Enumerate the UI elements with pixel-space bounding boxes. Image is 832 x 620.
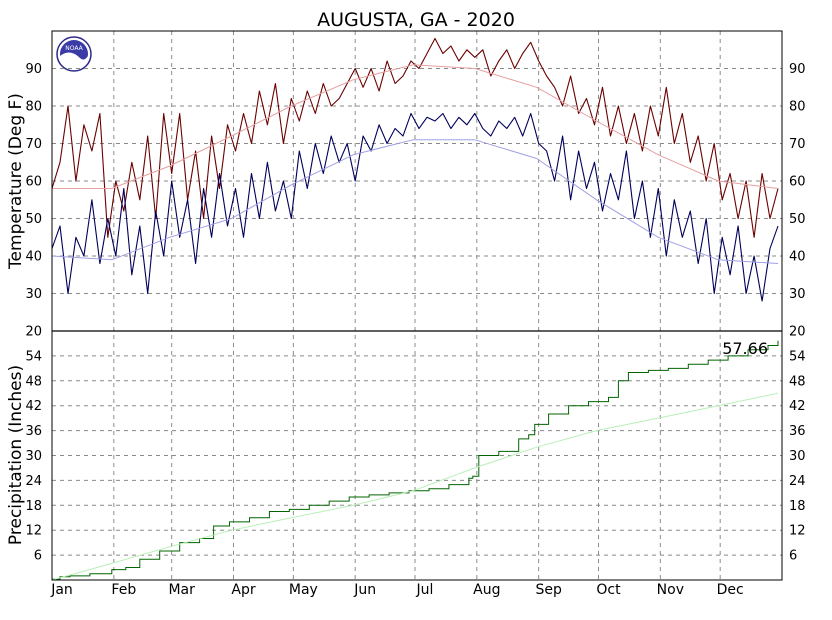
temperature-axis-title: Temperature (Deg F)	[6, 93, 26, 270]
month-label: Sep	[535, 582, 562, 598]
precipitation-tick-right: 30	[789, 449, 806, 464]
temperature-tick-right: 50	[789, 212, 806, 227]
month-label: Jul	[416, 582, 434, 598]
temperature-tick-right: 30	[789, 287, 806, 302]
temperature-tick-right: 70	[789, 137, 806, 152]
month-label: Aug	[473, 582, 500, 598]
series-normal-min	[51, 139, 779, 264]
precipitation-tick-left: 42	[25, 399, 42, 414]
month-label: Dec	[717, 582, 744, 598]
precipitation-tick-right: 24	[789, 474, 806, 489]
temperature-tick-left: 20	[25, 325, 42, 340]
precipitation-tick-left: 36	[25, 424, 42, 439]
precipitation-tick-left: 18	[25, 499, 42, 514]
series-daily-min	[51, 112, 779, 302]
frame-layer	[51, 30, 783, 581]
temperature-tick-left: 40	[25, 250, 42, 265]
precipitation-tick-left: 48	[25, 374, 42, 389]
chart-title: AUGUSTA, GA - 2020	[317, 9, 515, 31]
precipitation-tick-left: 30	[25, 449, 42, 464]
month-label: Nov	[657, 582, 684, 598]
grid-layer	[52, 31, 782, 580]
series-normal-max	[52, 64, 779, 189]
month-label: Jan	[50, 582, 73, 598]
month-label: Mar	[168, 582, 195, 598]
precipitation-total-label: 57.66	[722, 339, 768, 358]
temperature-tick-left: 30	[25, 287, 42, 302]
temperature-tick-right: 90	[789, 62, 806, 77]
precipitation-tick-left: 54	[25, 349, 42, 364]
precipitation-tick-left: 24	[25, 474, 42, 489]
temperature-tick-left: 80	[25, 100, 42, 115]
precipitation-tick-right: 12	[789, 524, 806, 539]
temperature-tick-left: 50	[25, 212, 42, 227]
precipitation-tick-right: 18	[789, 499, 806, 514]
precipitation-tick-right: 54	[789, 349, 806, 364]
precipitation-tick-left: 6	[34, 549, 42, 564]
precipitation-tick-left: 12	[25, 524, 42, 539]
series-layer	[51, 37, 779, 581]
logo-wave	[60, 52, 88, 70]
month-label: Apr	[231, 582, 255, 598]
precipitation-tick-right: 42	[789, 399, 806, 414]
series-observed-cumulative	[52, 340, 779, 580]
temperature-tick-right: 80	[789, 100, 806, 115]
series-normal-cumulative	[51, 392, 779, 581]
tick-labels: 30 30 40 40 50 50 60 60 70 70 80 80 90 90 20 20 6 6 12 12 18…	[25, 62, 805, 598]
month-label: May	[289, 582, 318, 598]
month-label: Oct	[596, 582, 621, 598]
month-label: Feb	[111, 582, 136, 598]
temperature-tick-left: 70	[25, 137, 42, 152]
plot-frame	[51, 30, 783, 581]
temperature-tick-right: 40	[789, 250, 806, 265]
temperature-tick-right: 60	[789, 175, 806, 190]
precipitation-tick-right: 6	[789, 549, 797, 564]
temperature-tick-right: 20	[789, 325, 806, 340]
precipitation-tick-right: 48	[789, 374, 806, 389]
precipitation-axis-title: Precipitation (Inches)	[6, 365, 26, 545]
month-label: Jun	[353, 582, 376, 598]
temperature-tick-left: 90	[25, 62, 42, 77]
noaa-logo: NOAA	[56, 36, 92, 72]
precipitation-tick-right: 36	[789, 424, 806, 439]
temperature-tick-left: 60	[25, 175, 42, 190]
logo-text: NOAA	[65, 45, 83, 52]
